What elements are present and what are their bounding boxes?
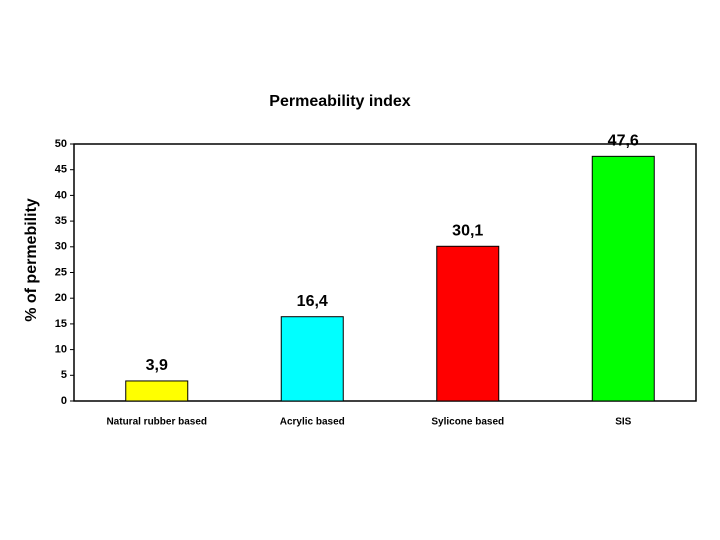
y-axis-label: % of permebility [23, 198, 40, 322]
chart-title: Permeability index [269, 93, 410, 110]
y-tick-label: 45 [55, 164, 67, 176]
bar [436, 245, 500, 402]
value-label: 16,4 [297, 293, 328, 310]
y-tick-label: 35 [55, 215, 67, 227]
y-tick-label: 50 [55, 138, 67, 150]
value-label: 3,9 [146, 357, 168, 374]
bar [591, 155, 655, 402]
x-tick-label: Natural rubber based [106, 417, 207, 428]
x-tick-label: SIS [615, 417, 631, 428]
y-tick-label: 40 [55, 189, 67, 201]
y-tick-label: 5 [61, 369, 67, 381]
value-label: 30,1 [452, 223, 483, 240]
bar [280, 316, 344, 402]
x-tick-label: Acrylic based [280, 417, 345, 428]
y-tick-label: 0 [61, 395, 67, 407]
y-tick-label: 20 [55, 292, 67, 304]
value-label: 47,6 [608, 133, 639, 150]
y-tick-label: 15 [55, 318, 67, 330]
y-tick-label: 25 [55, 266, 67, 278]
y-tick-label: 10 [55, 344, 67, 356]
bar [125, 380, 189, 402]
x-tick-label: Sylicone based [431, 417, 504, 428]
y-tick-label: 30 [55, 241, 67, 253]
